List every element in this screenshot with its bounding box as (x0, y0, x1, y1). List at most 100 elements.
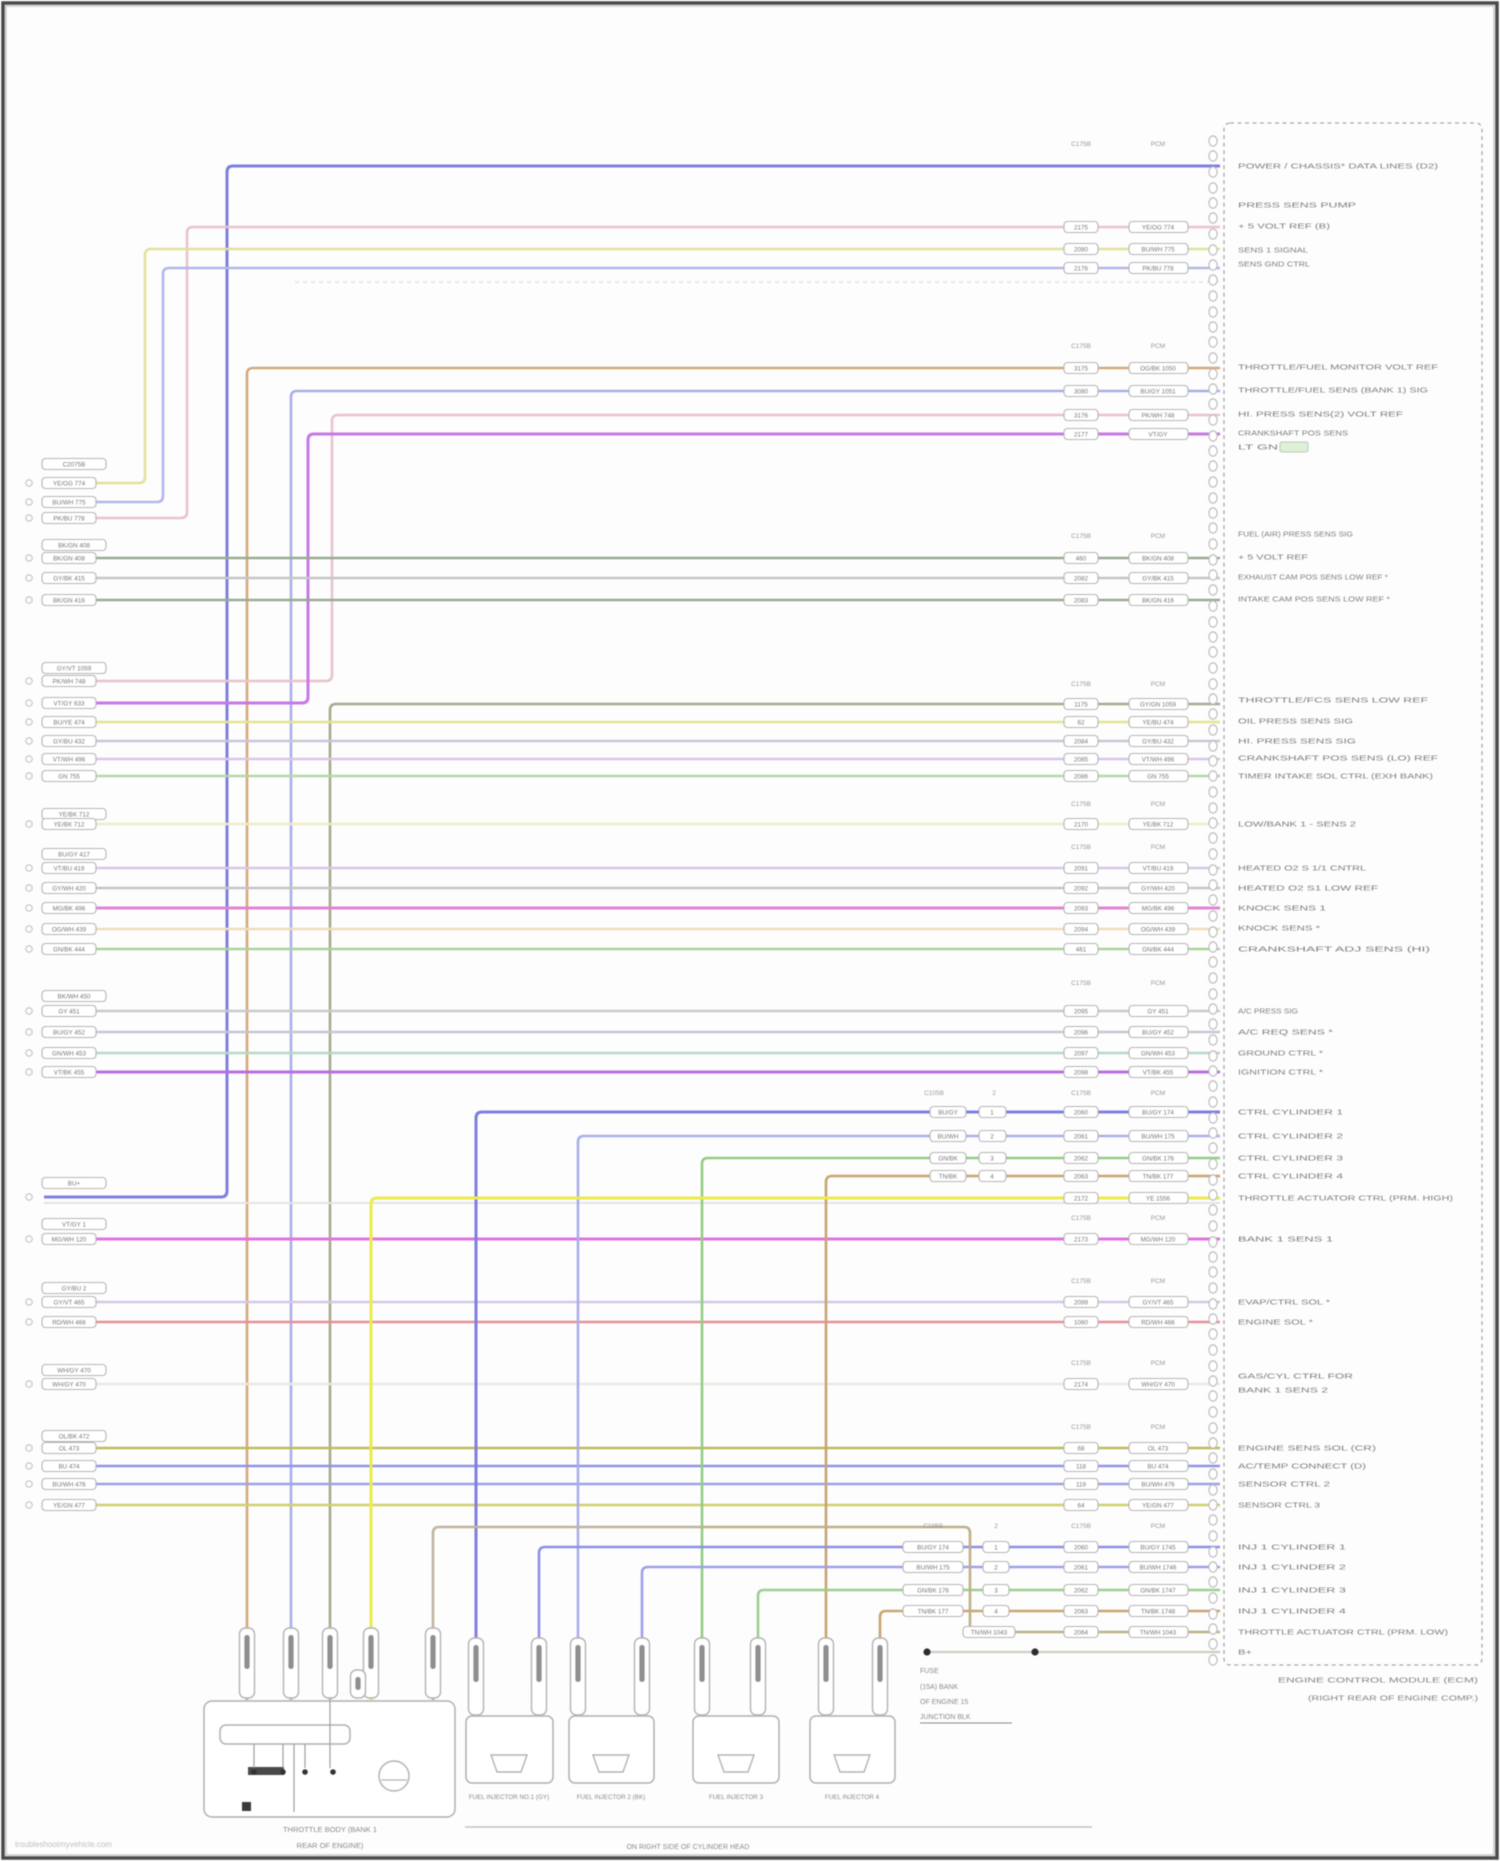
svg-text:THROTTLE/FUEL MONITOR VOLT REF: THROTTLE/FUEL MONITOR VOLT REF (1238, 364, 1438, 371)
svg-text:2080: 2080 (1074, 246, 1089, 253)
svg-text:JUNCTION BLK: JUNCTION BLK (920, 1714, 971, 1721)
svg-text:TN/WH 1043: TN/WH 1043 (971, 1629, 1008, 1636)
svg-text:PCM: PCM (1151, 1090, 1165, 1097)
svg-text:(RIGHT REAR OF ENGINE COMP.): (RIGHT REAR OF ENGINE COMP.) (1308, 1693, 1479, 1702)
svg-text:C175B: C175B (1071, 1523, 1091, 1530)
svg-text:1175: 1175 (1074, 701, 1088, 708)
svg-text:ENGINE SOL *: ENGINE SOL * (1238, 1319, 1313, 1326)
svg-text:VT/WH 496: VT/WH 496 (1142, 756, 1175, 763)
svg-text:VT/GY: VT/GY (1149, 431, 1169, 438)
svg-text:2177: 2177 (1074, 431, 1089, 438)
svg-text:BU/GY 452: BU/GY 452 (1142, 1029, 1174, 1036)
svg-text:CTRL CYLINDER 3: CTRL CYLINDER 3 (1238, 1155, 1343, 1162)
svg-text:INJ 1 CYLINDER 3: INJ 1 CYLINDER 3 (1238, 1587, 1346, 1594)
svg-text:troubleshootmyvehicle.com: troubleshootmyvehicle.com (15, 1840, 112, 1849)
svg-text:CRANKSHAFT POS SENS (LO) REF: CRANKSHAFT POS SENS (LO) REF (1238, 755, 1438, 762)
svg-text:119: 119 (1076, 1481, 1087, 1488)
svg-text:GY/BU 432: GY/BU 432 (1142, 738, 1174, 745)
svg-text:C175B: C175B (1071, 343, 1091, 350)
svg-text:RD/WH 466: RD/WH 466 (1141, 1319, 1175, 1326)
svg-text:2173: 2173 (1074, 1236, 1089, 1243)
svg-text:THROTTLE ACTUATOR CTRL (PRM. L: THROTTLE ACTUATOR CTRL (PRM. LOW) (1238, 1629, 1448, 1636)
svg-text:461: 461 (1076, 946, 1087, 953)
svg-text:KNOCK SENS 1: KNOCK SENS 1 (1238, 905, 1326, 912)
svg-text:2082: 2082 (1074, 575, 1089, 582)
svg-text:3176: 3176 (1074, 412, 1089, 419)
svg-text:GN/BK 444: GN/BK 444 (1142, 946, 1174, 953)
svg-text:BU+: BU+ (68, 1180, 81, 1187)
svg-text:PK/BU 778: PK/BU 778 (53, 515, 85, 522)
svg-text:BU/WH 775: BU/WH 775 (52, 499, 86, 506)
svg-text:CTRL CYLINDER 1: CTRL CYLINDER 1 (1238, 1109, 1343, 1116)
svg-text:BANK 1 SENS 1: BANK 1 SENS 1 (1238, 1236, 1333, 1243)
svg-text:BU/GY 1051: BU/GY 1051 (1140, 388, 1176, 395)
svg-text:C175B: C175B (1071, 1360, 1091, 1367)
svg-text:PK/WH 748: PK/WH 748 (1142, 412, 1175, 419)
svg-text:C175B: C175B (1071, 141, 1091, 148)
svg-text:BU/WH 175: BU/WH 175 (1141, 1133, 1175, 1140)
svg-text:SENSOR CTRL 2: SENSOR CTRL 2 (1238, 1481, 1330, 1488)
svg-text:C175B: C175B (1071, 533, 1091, 540)
svg-text:AC/TEMP CONNECT (D): AC/TEMP CONNECT (D) (1238, 1463, 1366, 1470)
svg-text:CRANKSHAFT ADJ SENS (HI): CRANKSHAFT ADJ SENS (HI) (1238, 946, 1430, 953)
svg-text:GY/VT 1059: GY/VT 1059 (57, 665, 92, 672)
svg-text:2: 2 (994, 1523, 998, 1530)
svg-text:GN/BK 176: GN/BK 176 (1142, 1155, 1174, 1162)
svg-text:RD/WH 466: RD/WH 466 (52, 1319, 86, 1326)
svg-text:GN/BK 444: GN/BK 444 (53, 946, 85, 953)
svg-text:2170: 2170 (1074, 821, 1089, 828)
svg-text:C175B: C175B (1071, 1215, 1091, 1222)
svg-text:FUEL INJECTOR 2 (BK): FUEL INJECTOR 2 (BK) (577, 1794, 646, 1801)
svg-text:4: 4 (994, 1608, 998, 1615)
svg-text:C175B: C175B (1071, 681, 1091, 688)
svg-text:BU/GY 1745: BU/GY 1745 (1140, 1544, 1176, 1551)
svg-text:TN/BK 1748: TN/BK 1748 (1141, 1608, 1176, 1615)
svg-text:GN 755: GN 755 (1147, 773, 1169, 780)
svg-text:2062: 2062 (1074, 1155, 1089, 1162)
svg-text:(15A) BANK: (15A) BANK (920, 1684, 958, 1691)
svg-text:TN/BK 177: TN/BK 177 (918, 1608, 949, 1615)
svg-text:BU/WH 1746: BU/WH 1746 (1140, 1564, 1177, 1571)
svg-text:PCM: PCM (1151, 980, 1165, 987)
svg-text:VT/BK 455: VT/BK 455 (1143, 1069, 1174, 1076)
svg-text:SENSOR CTRL 3: SENSOR CTRL 3 (1238, 1502, 1320, 1509)
svg-text:C175B: C175B (1071, 1424, 1091, 1431)
svg-text:PCM: PCM (1151, 801, 1165, 808)
svg-text:BU/GY 174: BU/GY 174 (1142, 1109, 1174, 1116)
svg-text:C175B: C175B (1071, 980, 1091, 987)
svg-text:YE/BU 474: YE/BU 474 (1142, 719, 1174, 726)
svg-text:GN/BK 176: GN/BK 176 (917, 1587, 949, 1594)
svg-text:PCM: PCM (1151, 1523, 1165, 1530)
svg-text:VT/WH 496: VT/WH 496 (53, 756, 86, 763)
svg-text:YE/BK 712: YE/BK 712 (59, 811, 90, 818)
svg-text:THROTTLE ACTUATOR CTRL (PRM. H: THROTTLE ACTUATOR CTRL (PRM. HIGH) (1238, 1195, 1453, 1202)
svg-text:2091: 2091 (1074, 865, 1089, 872)
svg-text:PK/BU 778: PK/BU 778 (1142, 265, 1174, 272)
svg-text:YE/GN 477: YE/GN 477 (53, 1502, 85, 1509)
svg-text:LOW/BANK 1 - SENS 2: LOW/BANK 1 - SENS 2 (1238, 821, 1356, 828)
svg-text:REAR OF ENGINE): REAR OF ENGINE) (297, 1841, 364, 1850)
svg-text:INJ 1 CYLINDER 2: INJ 1 CYLINDER 2 (1238, 1564, 1346, 1571)
svg-text:VT/BU 419: VT/BU 419 (54, 865, 85, 872)
svg-text:GN/WH 453: GN/WH 453 (1141, 1050, 1175, 1057)
svg-text:WH/GY 470: WH/GY 470 (1141, 1381, 1175, 1388)
svg-text:BU/WH 775: BU/WH 775 (1141, 246, 1175, 253)
svg-text:PRESS SENS PUMP: PRESS SENS PUMP (1238, 202, 1357, 209)
svg-text:2063: 2063 (1074, 1173, 1089, 1180)
svg-text:2060: 2060 (1074, 1544, 1089, 1551)
svg-text:OL 473: OL 473 (59, 1445, 80, 1452)
svg-text:1: 1 (990, 1109, 994, 1116)
svg-text:+ 5 VOLT REF: + 5 VOLT REF (1238, 554, 1308, 561)
svg-text:LT GN: LT GN (1238, 444, 1278, 451)
svg-text:2086: 2086 (1074, 773, 1089, 780)
svg-text:GAS/CYL CTRL FOR: GAS/CYL CTRL FOR (1238, 1373, 1353, 1380)
svg-text:MG/BK 496: MG/BK 496 (53, 905, 86, 912)
svg-text:OF ENGINE 15: OF ENGINE 15 (920, 1699, 968, 1706)
svg-text:ON RIGHT SIDE OF CYLINDER HEAD: ON RIGHT SIDE OF CYLINDER HEAD (627, 1844, 750, 1851)
svg-text:2: 2 (990, 1133, 994, 1140)
svg-text:2085: 2085 (1074, 756, 1089, 763)
svg-text:THROTTLE/FUEL SENS (BANK 1) SI: THROTTLE/FUEL SENS (BANK 1) SIG (1238, 387, 1428, 394)
svg-text:2062: 2062 (1074, 1587, 1089, 1594)
svg-text:2063: 2063 (1074, 1608, 1089, 1615)
svg-text:PCM: PCM (1151, 533, 1165, 540)
